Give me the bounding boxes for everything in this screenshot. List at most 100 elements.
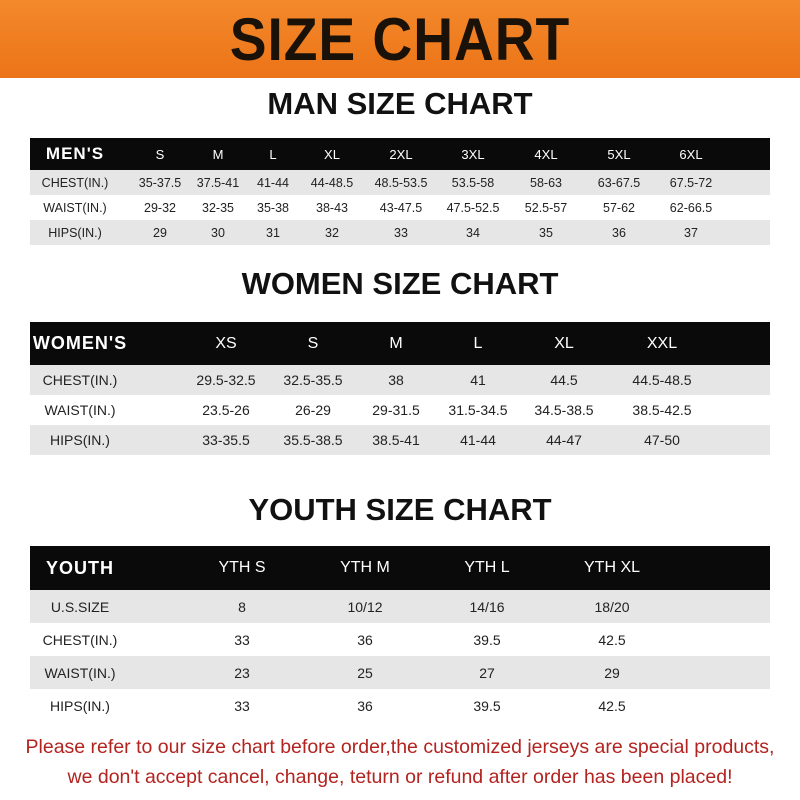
table-cell: 48.5-53.5 (374, 175, 428, 190)
table-cell: 44.5 (550, 372, 578, 388)
size-header: L (473, 334, 483, 352)
table-cell: 57-62 (603, 200, 635, 215)
table-cell: 36 (357, 631, 373, 648)
table-cell: 33 (234, 631, 250, 648)
table-cell: 37 (684, 225, 698, 240)
table-cell: 41-44 (257, 175, 289, 190)
header-row: YOUTH YTH S YTH M YTH L YTH XL (30, 546, 770, 590)
row-label: HIPS(IN.) (50, 697, 110, 714)
table-row: CHEST(IN.) 29.5-32.5 32.5-35.5 38 41 44.5 44.5… (30, 365, 770, 395)
size-header: L (269, 146, 277, 162)
size-header: XXL (646, 334, 678, 352)
table-row: WAIST(IN.) 29-32 32-35 35-38 38-43 43-47.5 47.… (30, 195, 770, 220)
table-cell: 33 (394, 225, 408, 240)
table-cell: 32-35 (202, 200, 234, 215)
size-header: S (307, 334, 319, 352)
row-label: CHEST(IN.) (42, 372, 118, 388)
table-cell: 63-67.5 (597, 175, 641, 190)
header-row: WOMEN'S XS S M L XL XXL (30, 322, 770, 365)
size-header: 2XL (389, 146, 413, 162)
table-cell: 58-63 (530, 175, 562, 190)
table-cell: 14/16 (469, 598, 505, 615)
table-cell: 36 (612, 225, 626, 240)
table-row: HIPS(IN.) 33-35.5 35.5-38.5 38.5-41 41-44 44-… (30, 425, 770, 455)
row-label: CHEST(IN.) (41, 175, 109, 190)
table-label: WOMEN'S (32, 333, 128, 353)
table-cell: 29-32 (144, 200, 176, 215)
header-row: MEN'S S M L XL 2XL 3XL 4XL 5XL 6XL (30, 138, 770, 170)
table-cell: 53.5-58 (451, 175, 495, 190)
table-cell: 35 (539, 225, 553, 240)
table-cell: 44.5-48.5 (632, 372, 692, 388)
size-header: YTH M (340, 559, 390, 576)
table-cell: 25 (357, 664, 373, 681)
women-title: WOMEN SIZE CHART (241, 266, 559, 301)
size-header: M (389, 334, 403, 352)
table-cell: 44-47 (546, 432, 582, 448)
size-header: XL (554, 334, 574, 352)
table-cell: 27 (479, 664, 495, 681)
table-cell: 32.5-35.5 (283, 372, 343, 388)
row-label: WAIST(IN.) (44, 402, 116, 418)
table-cell: 39.5 (473, 697, 501, 714)
table-cell: 62-66.5 (669, 200, 713, 215)
size-header: 3XL (461, 146, 485, 162)
size-header: S (155, 146, 165, 162)
table-cell: 33-35.5 (202, 432, 250, 448)
table-row: WAIST(IN.) 23 25 27 29 (30, 656, 770, 689)
table-cell: 35-38 (257, 200, 289, 215)
table-cell: 38 (388, 372, 404, 388)
table-cell: 42.5 (598, 631, 626, 648)
row-label: CHEST(IN.) (42, 631, 118, 648)
table-cell: 41 (470, 372, 486, 388)
table-cell: 33 (234, 697, 250, 714)
table-cell: 38.5-42.5 (632, 402, 692, 418)
table-cell: 35-37.5 (138, 175, 182, 190)
table-cell: 29.5-32.5 (196, 372, 256, 388)
size-header: 6XL (679, 146, 703, 162)
youth-title: YOUTH SIZE CHART (248, 492, 552, 527)
table-cell: 23.5-26 (202, 402, 250, 418)
row-label: WAIST(IN.) (44, 664, 116, 681)
table-row: U.S.SIZE 8 10/12 14/16 18/20 (30, 590, 770, 623)
table-row: CHEST(IN.) 35-37.5 37.5-41 41-44 44-48.5 48.5… (30, 170, 770, 195)
notice-line-1: Please refer to our size chart before or… (25, 736, 775, 758)
notice-line-2: we don't accept cancel, change, teturn o… (67, 766, 733, 788)
table-cell: 36 (357, 697, 373, 714)
table-cell: 23 (234, 664, 250, 681)
row-label: U.S.SIZE (50, 598, 110, 615)
table-cell: 35.5-38.5 (283, 432, 343, 448)
row-label: HIPS(IN.) (50, 432, 110, 448)
size-header: 5XL (607, 146, 631, 162)
table-cell: 34.5-38.5 (534, 402, 594, 418)
row-label: WAIST(IN.) (43, 200, 107, 215)
table-label: YOUTH (46, 557, 114, 578)
size-header: M (212, 146, 224, 162)
size-header: XS (215, 334, 237, 352)
table-label: MEN'S (45, 144, 105, 163)
table-cell: 38.5-41 (372, 432, 420, 448)
table-row: HIPS(IN.) 33 36 39.5 42.5 (30, 689, 770, 722)
table-cell: 10/12 (347, 598, 383, 615)
table-cell: 67.5-72 (669, 175, 713, 190)
size-header: YTH L (464, 559, 510, 576)
table-cell: 52.5-57 (524, 200, 568, 215)
table-cell: 26-29 (295, 402, 331, 418)
table-cell: 47-50 (644, 432, 680, 448)
table-row: CHEST(IN.) 33 36 39.5 42.5 (30, 623, 770, 656)
size-header: XL (324, 146, 340, 162)
table-cell: 41-44 (460, 432, 496, 448)
table-row: HIPS(IN.) 29 30 31 32 33 34 35 36 37 (30, 220, 770, 245)
table-cell: 34 (466, 225, 480, 240)
table-row: WAIST(IN.) 23.5-26 26-29 29-31.5 31.5-34.5 34… (30, 395, 770, 425)
table-cell: 30 (211, 225, 225, 240)
table-cell: 18/20 (594, 598, 630, 615)
table-cell: 38-43 (316, 200, 348, 215)
table-cell: 29-31.5 (372, 402, 420, 418)
table-cell: 8 (238, 598, 246, 615)
table-cell: 44-48.5 (310, 175, 354, 190)
table-cell: 29 (604, 664, 620, 681)
size-header: 4XL (534, 146, 558, 162)
size-chart-banner: SIZE CHART (0, 0, 800, 78)
size-header: YTH S (218, 559, 266, 576)
